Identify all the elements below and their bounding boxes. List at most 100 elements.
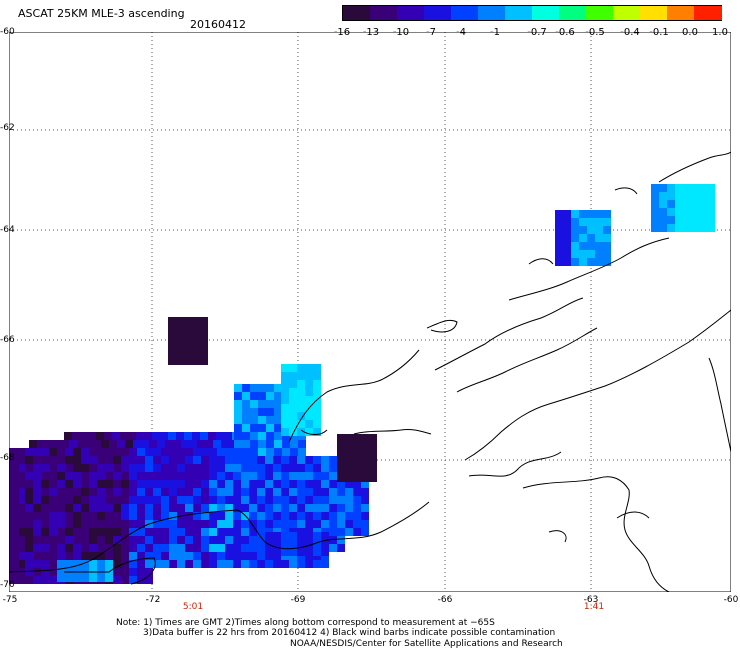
swath-cell [257, 520, 265, 528]
swath-cell [329, 488, 337, 496]
swath-cell [105, 560, 113, 582]
swath-cell [305, 472, 313, 480]
swath-cell [699, 192, 707, 200]
swath-cell [329, 464, 337, 472]
color-scale-swatch [694, 6, 722, 20]
swath-cell [105, 480, 113, 488]
swath-cell [177, 544, 185, 552]
swath-cell [121, 504, 129, 512]
swath-cell [129, 504, 137, 512]
latitude-label: -70 [0, 580, 15, 590]
swath-cell [25, 536, 33, 544]
swath-cell [105, 528, 113, 536]
swath-cell [161, 464, 169, 472]
swath-cell [65, 464, 73, 472]
swath-cell [273, 532, 281, 556]
swath-cell [161, 448, 169, 456]
swath-cell [305, 560, 313, 568]
swath-cell [145, 472, 153, 480]
swath-cell [321, 456, 329, 464]
swath-cell [250, 440, 258, 448]
swath-cell [89, 536, 97, 544]
swath-cell [169, 512, 177, 520]
longitude-label: -60 [723, 595, 739, 605]
coastline-segment [288, 349, 420, 443]
swath-cell [152, 432, 160, 440]
swath-cell [113, 448, 121, 456]
swath-cell [161, 504, 169, 512]
swath-cell [266, 440, 274, 448]
swath-cell [250, 432, 258, 440]
swath-cell [161, 488, 169, 496]
swath-cell [234, 440, 242, 448]
swath-cell [209, 520, 217, 528]
longitude-label: -72 [145, 595, 161, 605]
swath-cell [241, 488, 249, 496]
swath-cell [137, 472, 145, 480]
swath-cell [241, 456, 249, 464]
swath-cell [161, 480, 169, 488]
swath-cell [41, 576, 49, 584]
swath-cell [289, 488, 297, 496]
swath-cell [249, 480, 257, 488]
swath-cell [208, 432, 216, 440]
swath-cell [353, 504, 361, 512]
swath-cell [683, 200, 691, 208]
swath-cell [273, 464, 281, 472]
swath-cell [153, 456, 161, 464]
swath-cell [266, 400, 274, 408]
swath-cell [65, 560, 73, 582]
swath-cell [242, 384, 250, 392]
swath-cell [289, 472, 297, 480]
swath-cell [266, 416, 274, 424]
swath-cell [41, 560, 49, 568]
swath-cell [233, 560, 241, 568]
swath-cell [49, 480, 57, 488]
swath-cell [683, 224, 691, 232]
swath-cell [25, 496, 33, 504]
swath-cell [241, 496, 249, 504]
swath-cell [266, 424, 274, 432]
swath-cell [651, 184, 659, 192]
swath-cell [49, 536, 57, 544]
swath-cell [77, 440, 85, 448]
swath-cell [145, 448, 153, 456]
swath-cell [313, 404, 321, 412]
swath-cell [61, 440, 69, 448]
swath-cell [89, 448, 97, 456]
swath-cell [563, 242, 571, 250]
swath-cell [229, 440, 237, 448]
swath-cell [707, 224, 715, 232]
swath-cell [89, 544, 97, 552]
swath-cell [225, 504, 233, 512]
swath-cell [201, 480, 209, 488]
swath-cell [579, 226, 587, 234]
swath-cell [555, 250, 563, 258]
swath-cell [96, 432, 104, 440]
swath-cell [169, 488, 177, 496]
swath-cell [587, 210, 595, 218]
swath-cell [49, 472, 57, 480]
swath-cell [81, 512, 89, 520]
swath-cell [329, 472, 337, 480]
swath-cell [169, 480, 177, 488]
swath-cell [145, 504, 153, 512]
latitude-label: -64 [0, 225, 15, 235]
swath-cell [97, 544, 105, 552]
swath-cell [41, 480, 49, 488]
swath-cell [145, 496, 153, 504]
swath-cell [49, 512, 57, 520]
swath-cell [555, 234, 563, 242]
swath-cell [571, 218, 579, 226]
swath-cell [297, 456, 305, 464]
swath-cell [699, 216, 707, 224]
swath-cell [595, 218, 603, 226]
swath-cell [153, 528, 161, 536]
swath-cell [337, 536, 345, 544]
swath-cell [185, 512, 193, 520]
swath-cell [104, 432, 112, 440]
swath-cell [113, 560, 121, 568]
swath-cell [273, 512, 281, 520]
swath-cell [337, 488, 345, 496]
swath-cell [337, 480, 345, 488]
